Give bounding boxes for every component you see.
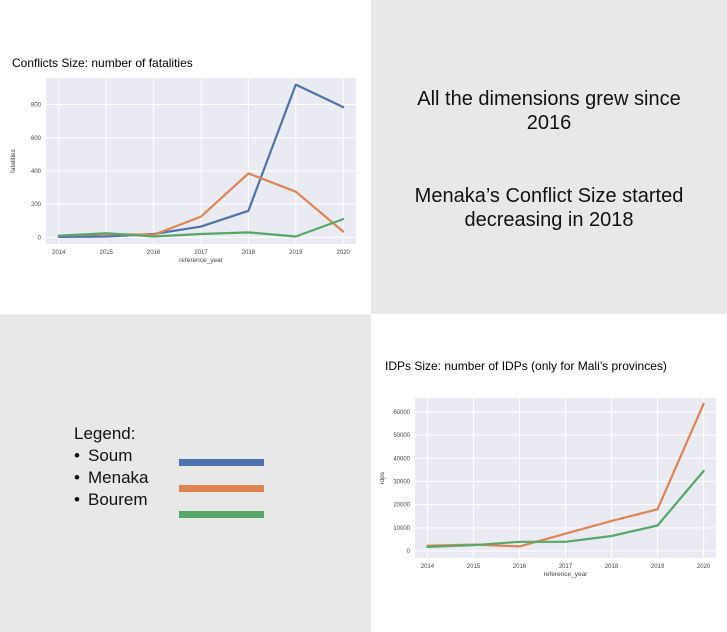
legend-bullet: •	[74, 468, 80, 487]
idps-y-tick-label: 60000	[393, 410, 410, 416]
fatalities-x-tick-label: 2016	[147, 250, 161, 256]
fatalities-y-tick-label: 800	[31, 103, 42, 109]
idps-x-tick-label: 2020	[697, 564, 711, 570]
idps-x-tick-label: 2017	[559, 564, 573, 570]
legend-item-menaka: • Menaka	[74, 468, 148, 488]
idps-x-tick-label: 2014	[421, 564, 435, 570]
legend-swatch-menaka	[179, 485, 264, 492]
idps-x-tick-label: 2016	[513, 564, 527, 570]
idps-y-tick-label: 20000	[393, 503, 410, 509]
idps-chart: 0 10000 20000 30000 40000 50000 60000 2014 2015 2…	[379, 398, 716, 578]
fatalities-y-axis-label: fatalities	[10, 148, 17, 173]
legend-label-bourem: Bourem	[88, 490, 148, 509]
legend-swatch-soum	[179, 459, 264, 466]
idps-y-axis-label: idps	[379, 471, 386, 484]
notes-panel: All the dimensions grew since 2016 Menak…	[371, 0, 727, 314]
fatalities-chart: 0 200 400 600 800 2014 2015 2016 2017 2018 2019 202…	[10, 78, 356, 264]
fatalities-x-tick-label: 2015	[100, 250, 114, 256]
idps-chart-title: IDPs Size: number of IDPs (only for Mali…	[385, 359, 667, 373]
legend-title: Legend:	[74, 424, 136, 443]
fatalities-x-tick-label: 2020	[337, 250, 351, 256]
idps-y-tick-label: 0	[407, 549, 411, 555]
idps-y-tick-label: 30000	[393, 479, 410, 485]
fatalities-x-tick-label: 2017	[194, 250, 208, 256]
fatalities-series-line-bourem	[57, 218, 345, 238]
legend-bullet: •	[74, 490, 80, 509]
idps-x-tick-label: 2018	[605, 564, 619, 570]
fatalities-x-tick-label: 2019	[289, 250, 303, 256]
idps-chart-panel: IDPs Size: number of IDPs (only for Mali…	[371, 314, 727, 632]
legend-item-soum: • Soum	[74, 446, 132, 466]
fatalities-y-tick-label: 400	[31, 169, 42, 175]
legend-panel: Legend: • Soum • Menaka • Bourem	[0, 314, 371, 632]
note-line-2: 2016	[526, 112, 572, 134]
fatalities-y-tick-label: 0	[38, 235, 42, 241]
idps-x-tick-label: 2015	[467, 564, 481, 570]
idps-y-tick-label: 50000	[393, 433, 410, 439]
fatalities-y-tick-label: 600	[31, 136, 42, 142]
note-line-3: Menaka’s Conflict Size started	[414, 185, 684, 207]
idps-x-axis-label: reference_year	[544, 571, 589, 578]
fatalities-x-axis-label: reference_year	[179, 257, 224, 264]
legend-label-soum: Soum	[88, 446, 133, 465]
legend-bullet: •	[74, 446, 80, 465]
idps-x-tick-label: 2019	[651, 564, 665, 570]
idps-y-tick-label: 40000	[393, 456, 410, 462]
legend-label-menaka: Menaka	[88, 468, 149, 487]
fatalities-x-tick-label: 2018	[242, 250, 256, 256]
legend-item-bourem: • Bourem	[74, 490, 148, 510]
idps-y-tick-label: 10000	[393, 526, 410, 532]
fatalities-y-tick-label: 200	[31, 202, 42, 208]
fatalities-x-tick-label: 2014	[52, 250, 66, 256]
note-line-4: decreasing in 2018	[464, 209, 634, 231]
note-line-1: All the dimensions grew since	[417, 88, 681, 110]
fatalities-chart-title: Conflicts Size: number of fatalities	[12, 56, 193, 70]
legend-swatch-bourem	[179, 511, 264, 518]
fatalities-series-line-soum	[57, 83, 345, 238]
fatalities-chart-panel: Conflicts Size: number of fatalities 0 20…	[0, 0, 371, 314]
idps-series-line-bourem	[426, 469, 705, 548]
